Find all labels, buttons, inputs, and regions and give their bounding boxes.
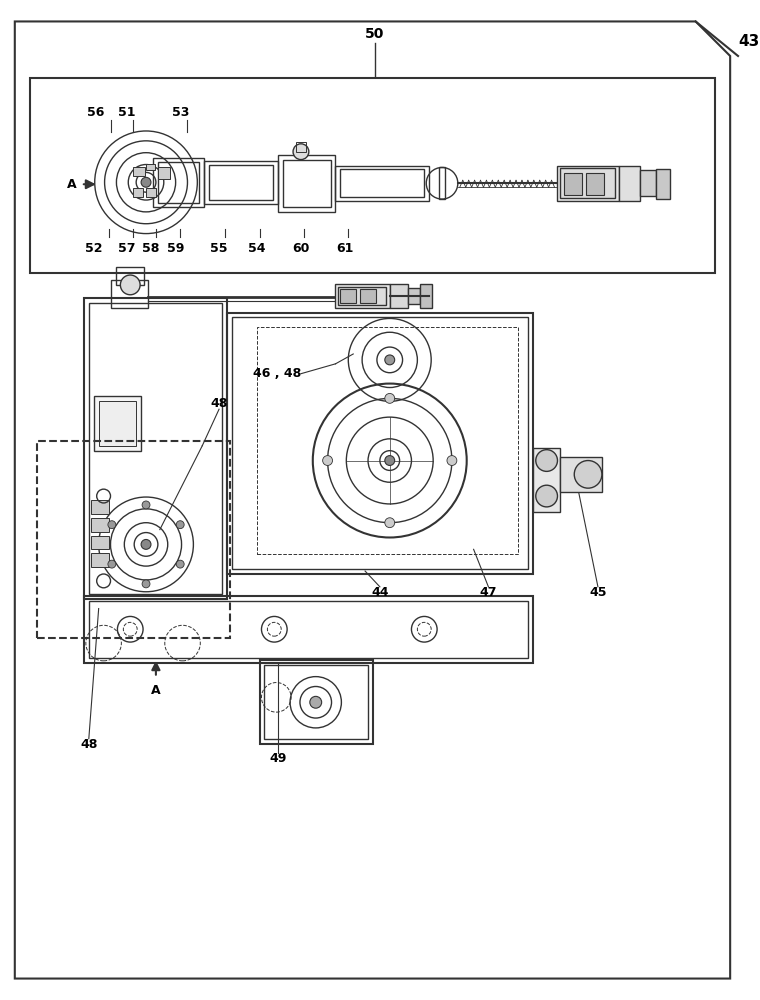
Text: 60: 60	[293, 242, 309, 255]
Bar	[407, 288, 420, 304]
Text: 56: 56	[87, 106, 104, 119]
Circle shape	[142, 501, 150, 509]
Bar	[30, 78, 715, 273]
Circle shape	[141, 177, 151, 187]
Bar	[533, 448, 560, 512]
Bar	[560, 457, 602, 492]
Text: 48: 48	[211, 397, 228, 410]
Bar	[439, 167, 445, 199]
Bar	[560, 168, 615, 198]
Bar	[158, 167, 169, 179]
Bar	[420, 284, 432, 308]
Bar	[232, 317, 528, 569]
Text: 46 , 48: 46 , 48	[252, 367, 301, 380]
Bar	[90, 518, 109, 532]
Text: 61: 61	[337, 242, 354, 255]
Bar	[641, 170, 656, 196]
Bar	[133, 167, 145, 176]
Text: A: A	[151, 684, 160, 697]
Bar	[90, 500, 109, 514]
Circle shape	[120, 275, 140, 295]
Circle shape	[108, 521, 116, 529]
Bar	[153, 158, 204, 207]
Bar	[37, 441, 230, 638]
Circle shape	[385, 518, 394, 528]
Circle shape	[142, 580, 150, 588]
Text: 51: 51	[118, 106, 135, 119]
Text: 53: 53	[172, 106, 189, 119]
Text: 49: 49	[270, 752, 287, 765]
Text: 50: 50	[366, 27, 385, 41]
Circle shape	[176, 521, 184, 529]
Text: 59: 59	[167, 242, 185, 255]
Bar	[84, 298, 227, 599]
Text: 48: 48	[80, 738, 97, 751]
Bar	[89, 303, 222, 594]
Bar	[89, 601, 528, 658]
Text: 52: 52	[85, 242, 103, 255]
Bar	[259, 660, 373, 744]
Text: 43: 43	[738, 34, 759, 49]
Text: 47: 47	[480, 586, 497, 599]
Circle shape	[385, 355, 394, 365]
Bar	[283, 160, 331, 207]
Text: 45: 45	[589, 586, 606, 599]
Bar	[338, 287, 386, 305]
Bar	[158, 162, 199, 203]
Bar	[84, 596, 533, 663]
Bar	[360, 289, 376, 303]
Bar	[296, 142, 306, 152]
Bar	[586, 173, 604, 195]
Circle shape	[141, 539, 151, 549]
Bar	[264, 665, 368, 739]
Circle shape	[385, 456, 394, 465]
Bar	[110, 280, 148, 308]
Bar	[340, 289, 356, 303]
Text: 58: 58	[142, 242, 160, 255]
Bar	[257, 327, 518, 554]
Bar	[209, 165, 274, 200]
Circle shape	[176, 560, 184, 568]
Circle shape	[447, 456, 457, 465]
Bar	[335, 284, 390, 308]
Text: 44: 44	[371, 586, 388, 599]
Bar	[204, 161, 278, 204]
Bar	[656, 169, 670, 199]
Bar	[146, 188, 156, 197]
Circle shape	[293, 144, 309, 160]
Bar	[146, 164, 155, 170]
Bar	[90, 536, 109, 549]
Bar	[558, 166, 619, 201]
Bar	[116, 267, 144, 285]
Bar	[335, 166, 429, 201]
Bar	[133, 188, 143, 197]
Circle shape	[108, 560, 116, 568]
Circle shape	[385, 393, 394, 403]
Bar	[340, 169, 424, 197]
Circle shape	[536, 450, 558, 471]
Bar	[619, 166, 641, 201]
Bar	[390, 284, 407, 308]
Text: 57: 57	[118, 242, 135, 255]
Text: 54: 54	[248, 242, 265, 255]
Bar	[93, 396, 141, 451]
Bar	[565, 173, 582, 195]
Circle shape	[536, 485, 558, 507]
Text: A: A	[68, 178, 77, 191]
Bar	[227, 313, 533, 574]
Text: 55: 55	[211, 242, 228, 255]
Bar	[90, 553, 109, 567]
Circle shape	[310, 696, 321, 708]
Bar	[99, 401, 136, 446]
Bar	[278, 155, 335, 212]
Circle shape	[575, 461, 602, 488]
Circle shape	[323, 456, 333, 465]
